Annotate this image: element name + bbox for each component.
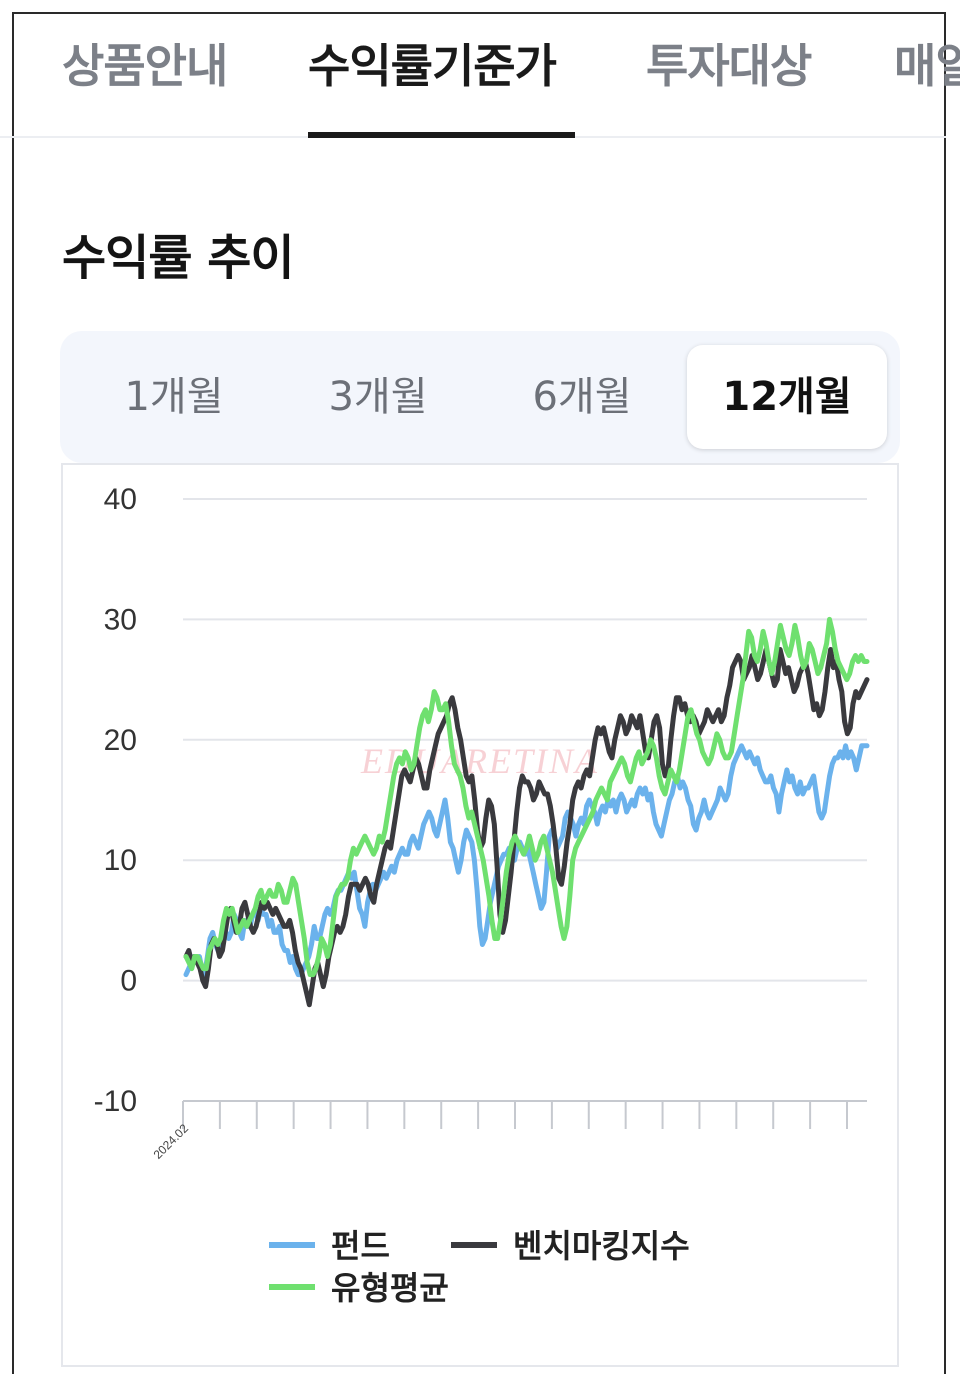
y-tick-label: 20 [104, 724, 137, 757]
legend-fund-label[interactable]: 펀드 [331, 1227, 390, 1265]
tab-product-info[interactable]: 상품안내 [62, 39, 228, 93]
tab-return-nav[interactable]: 수익률기준가 [308, 39, 557, 93]
legend-benchmark-label[interactable]: 벤치마킹지수 [513, 1227, 690, 1265]
legend-peer-average-label[interactable]: 유형평균 [331, 1269, 449, 1307]
benchmark-line [183, 647, 870, 1008]
period-6-months[interactable]: 6개월 [532, 374, 632, 420]
active-tab-indicator [308, 132, 575, 138]
period-selector: 1개월 3개월 6개월 12개월 [60, 331, 900, 463]
x-tick-label: 2024.02 [151, 1121, 192, 1162]
y-tick-label: -10 [94, 1085, 137, 1118]
y-tick-label: 30 [104, 603, 137, 636]
y-tick-label: 40 [104, 483, 137, 516]
y-tick-label: 10 [104, 844, 137, 877]
peer-average-line [183, 616, 870, 978]
period-3-months[interactable]: 3개월 [328, 374, 428, 420]
period-12-months[interactable]: 12개월 [687, 345, 887, 449]
section-title: 수익률 추이 [62, 230, 295, 286]
tab-daily[interactable]: 매일 [894, 39, 960, 93]
y-tick-label: 0 [120, 965, 137, 998]
tab-investment-target[interactable]: 투자대상 [646, 39, 812, 93]
chart-container: 40 30 20 10 0 -10 2024.02 EDUARETINA 펀드 벤치마킹지수 유형평… [61, 463, 899, 1367]
tab-bar: 상품안내 수익률기준가 투자대상 매일 [0, 0, 960, 138]
period-1-month[interactable]: 1개월 [124, 374, 224, 420]
